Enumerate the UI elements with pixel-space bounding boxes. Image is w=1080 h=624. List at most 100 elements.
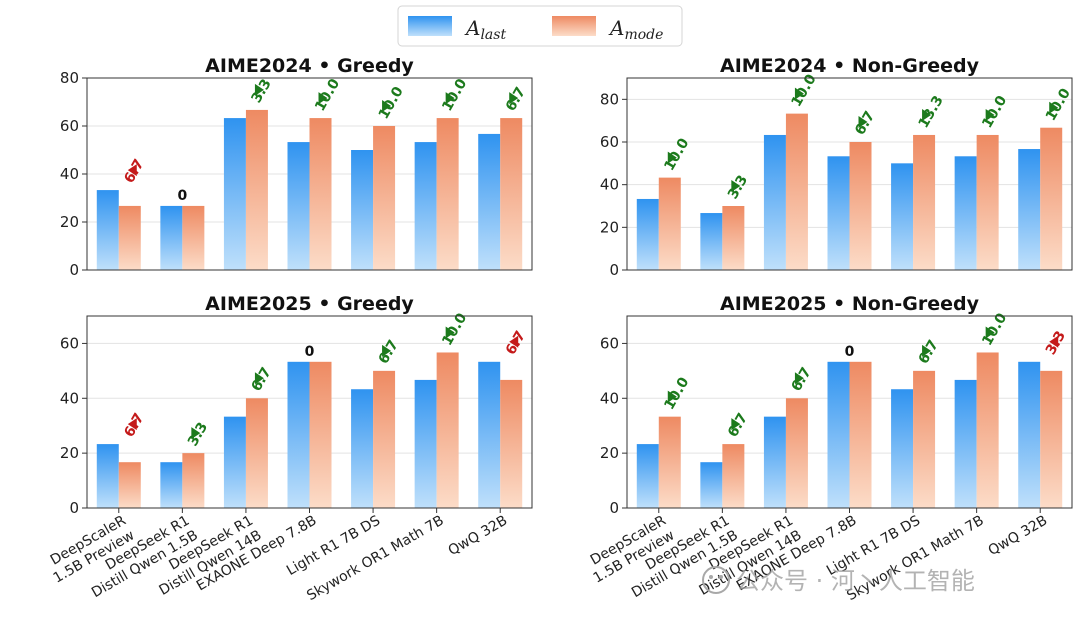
- bar-a-last: [414, 379, 437, 508]
- delta-label: 0: [305, 344, 315, 360]
- bar-a-last: [160, 205, 183, 270]
- y-tick-label: 40: [60, 389, 79, 407]
- delta-up-marker: [445, 92, 455, 105]
- axes-frame: [626, 315, 1073, 509]
- delta-up-marker: [858, 116, 868, 128]
- bar-a-last: [1018, 361, 1041, 508]
- bar-a-mode: [976, 352, 999, 508]
- chart-panel-0: 6.703.310.010.010.06.7020406080AIME2024 …: [60, 55, 533, 279]
- bar-a-mode: [182, 205, 205, 270]
- bar-a-mode: [373, 370, 396, 508]
- delta-label: 0: [177, 188, 187, 204]
- chart-title: AIME2025 • Greedy: [205, 293, 414, 315]
- y-tick-label: 0: [609, 499, 619, 517]
- bar-a-last: [351, 389, 374, 508]
- bar-a-last: [763, 416, 786, 508]
- delta-up-marker: [191, 427, 201, 440]
- bar-a-last: [414, 142, 437, 270]
- legend-swatch-mode: [552, 16, 596, 36]
- delta-down-marker: [127, 164, 137, 177]
- bar-a-last: [636, 444, 659, 508]
- bar-a-mode: [118, 205, 141, 270]
- delta-up-marker: [731, 180, 741, 192]
- chart-title: AIME2024 • Non-Greedy: [720, 55, 980, 77]
- legend: Alast Amode: [397, 5, 683, 47]
- bar-a-mode: [913, 370, 936, 508]
- legend-label-mode: Amode: [608, 16, 663, 43]
- y-tick-label: 20: [600, 444, 619, 462]
- delta-up-marker: [985, 326, 995, 339]
- legend-swatch-last: [408, 16, 452, 36]
- delta-label: 10.0: [661, 135, 692, 173]
- bar-a-mode: [309, 118, 332, 270]
- y-tick-label: 60: [600, 133, 619, 151]
- bar-a-mode: [722, 444, 745, 508]
- bar-a-last: [478, 133, 501, 270]
- bar-a-mode: [118, 462, 141, 508]
- bar-a-last: [954, 379, 977, 508]
- bar-a-mode: [976, 134, 999, 270]
- bar-a-last: [827, 156, 850, 270]
- bar-a-mode: [182, 453, 205, 508]
- bar-a-mode: [785, 398, 808, 508]
- bar-a-mode: [245, 109, 268, 270]
- delta-up-marker: [922, 108, 932, 121]
- axes-frame: [626, 77, 1073, 271]
- bar-a-last: [223, 416, 246, 508]
- legend-label-last: Alast: [464, 16, 506, 43]
- bar-a-last: [96, 190, 119, 270]
- delta-up-marker: [382, 100, 392, 112]
- delta-label: 10.0: [661, 375, 692, 413]
- delta-down-marker: [127, 418, 137, 431]
- delta-down-marker: [509, 335, 519, 348]
- y-tick-label: 40: [600, 389, 619, 407]
- delta-label: 13.3: [916, 93, 947, 131]
- bar-a-last: [223, 118, 246, 270]
- bar-a-mode: [849, 142, 872, 270]
- watermark-icon-eye: [709, 575, 713, 579]
- bar-a-mode: [436, 118, 459, 270]
- y-tick-label: 0: [69, 261, 79, 279]
- bar-a-last: [636, 198, 659, 270]
- x-tick-label: QwQ 32B: [446, 513, 511, 560]
- bar-a-mode: [658, 416, 681, 508]
- y-tick-label: 0: [69, 499, 79, 517]
- delta-up-marker: [794, 87, 804, 100]
- delta-up-marker: [509, 92, 519, 105]
- legend-box: [397, 5, 683, 47]
- delta-up-marker: [254, 372, 264, 385]
- y-tick-label: 60: [60, 334, 79, 352]
- bar-a-mode: [849, 361, 872, 508]
- delta-up-marker: [1049, 101, 1059, 114]
- bar-a-mode: [913, 134, 936, 270]
- bar-a-mode: [436, 352, 459, 508]
- bar-a-last: [287, 361, 310, 508]
- bar-a-mode: [373, 126, 396, 270]
- delta-up-marker: [254, 83, 264, 96]
- y-tick-label: 80: [60, 69, 79, 87]
- delta-up-marker: [985, 108, 995, 121]
- delta-label: 10.0: [439, 76, 470, 114]
- delta-up-marker: [445, 326, 455, 339]
- watermark-icon-eye: [719, 575, 723, 579]
- bar-a-last: [891, 389, 914, 508]
- delta-down-marker: [1049, 335, 1059, 348]
- y-tick-label: 60: [60, 117, 79, 135]
- delta-up-marker: [382, 344, 392, 357]
- bar-a-last: [1018, 149, 1041, 270]
- bar-a-mode: [658, 177, 681, 270]
- watermark: 公众号 · 河丶人工智能: [702, 566, 975, 595]
- bar-a-last: [891, 163, 914, 270]
- y-tick-label: 40: [60, 165, 79, 183]
- delta-up-marker: [731, 418, 741, 431]
- bar-a-mode: [500, 379, 523, 508]
- chart-title: AIME2025 • Non-Greedy: [720, 293, 980, 315]
- watermark-text: 公众号 · 河丶人工智能: [736, 567, 975, 595]
- delta-label: 10.0: [789, 71, 820, 109]
- y-tick-label: 40: [600, 176, 619, 194]
- y-tick-label: 80: [600, 90, 619, 108]
- bar-a-mode: [309, 361, 332, 508]
- bar-a-last: [351, 150, 374, 270]
